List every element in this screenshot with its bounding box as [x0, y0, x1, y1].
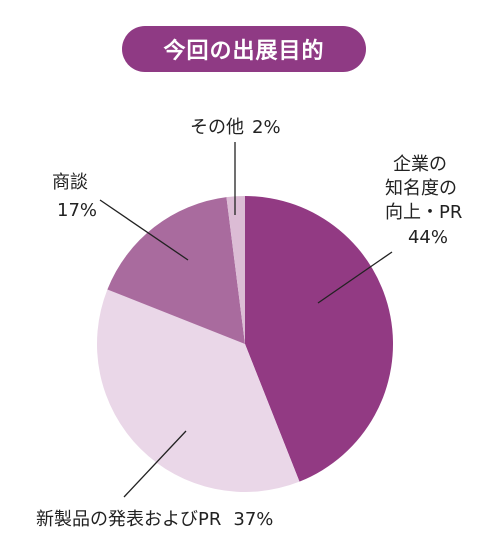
- slice-value-1: 44%: [408, 227, 448, 248]
- slice-value-4: 2%: [252, 117, 281, 138]
- pie-slice-3: [107, 197, 245, 344]
- leader-line-3: [99, 199, 189, 261]
- leader-line-2: [123, 430, 187, 498]
- slice-label-1-line-1: 企業の: [393, 154, 447, 175]
- slice-label-1-line-2: 知名度の: [385, 178, 457, 199]
- slice-value-3: 17%: [57, 200, 97, 221]
- pie-slice-2: [96, 289, 300, 493]
- pie-slices: [96, 196, 394, 493]
- slice-label-3-line-1: 商談: [52, 172, 88, 193]
- slice-label-4-line-1: その他: [190, 117, 244, 138]
- slice-label-1-line-3: 向上・PR: [385, 202, 462, 223]
- pie-slice-1: [245, 196, 394, 482]
- slice-value-2: 37%: [233, 509, 273, 530]
- leader-lines: [99, 142, 393, 498]
- pie-slice-4: [226, 196, 245, 344]
- slice-label-2-line-1: 新製品の発表およびPR: [36, 509, 221, 530]
- chart-title: 今回の出展目的: [122, 26, 366, 72]
- leader-line-1: [317, 251, 393, 304]
